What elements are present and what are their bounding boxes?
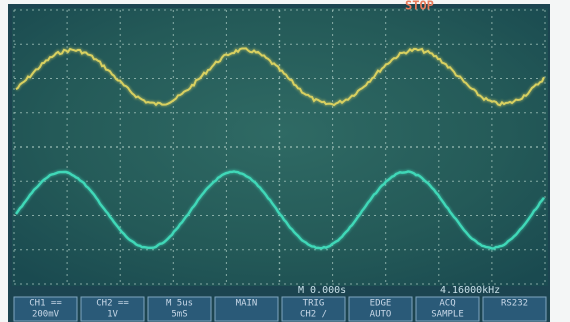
time-offset: M 0.000s <box>298 285 346 296</box>
menu-value: 200mV <box>32 310 60 320</box>
menu-value: AUTO <box>370 310 392 320</box>
menu-label: RS232 <box>501 299 528 309</box>
menu-label: M 5us <box>166 299 193 309</box>
frequency: 4.16000kHz <box>440 285 500 296</box>
menu-value: 5mS <box>171 310 187 320</box>
menu-label: ACQ <box>439 299 455 309</box>
run-state: STOP <box>405 0 434 13</box>
menu-label: CH2 == <box>96 299 129 309</box>
menu-value: 1V <box>107 310 118 320</box>
oscilloscope-photo: STOP M 0.000s 4.16000kHz CH1 ==200mV CH2 … <box>0 0 570 322</box>
menu-label: EDGE <box>370 299 392 309</box>
menu-value: CH2 / <box>300 310 327 320</box>
menu-label: TRIG <box>303 299 325 309</box>
menu-value: SAMPLE <box>431 310 464 320</box>
menu-label: CH1 == <box>29 299 62 309</box>
menu-label: MAIN <box>236 299 258 309</box>
